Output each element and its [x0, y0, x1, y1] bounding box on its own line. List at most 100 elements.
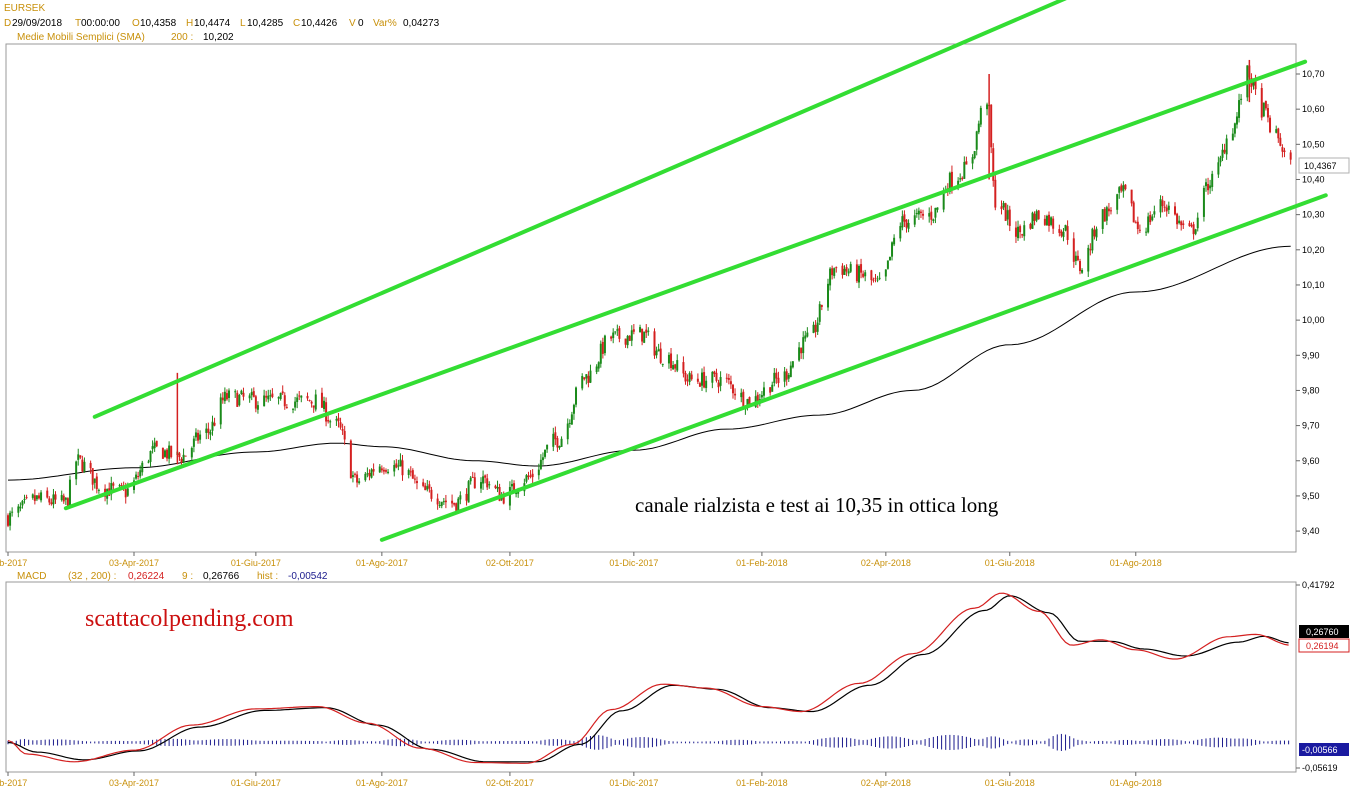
- candle: [54, 491, 57, 504]
- candle: [961, 176, 964, 181]
- candle: [994, 174, 997, 211]
- candle: [804, 330, 807, 342]
- candle: [21, 500, 24, 509]
- candle: [62, 493, 65, 504]
- candle: [1076, 250, 1079, 262]
- macd-panel-frame: [5, 581, 1297, 773]
- candle: [48, 496, 51, 506]
- histogram-layer: [7, 733, 1290, 751]
- candle: [546, 444, 549, 453]
- channel-line-middle: [63, 59, 1308, 511]
- candle: [595, 364, 598, 375]
- price-ytick-label: 9,80: [1302, 385, 1320, 395]
- candle: [529, 470, 532, 479]
- candle: [399, 453, 402, 467]
- candle: [1138, 224, 1141, 234]
- candle: [711, 371, 714, 389]
- candle: [1145, 227, 1148, 236]
- candle: [630, 325, 633, 347]
- candle: [426, 479, 429, 492]
- candle: [835, 266, 838, 273]
- candle: [219, 393, 222, 429]
- candle: [236, 390, 239, 408]
- candle: [91, 468, 94, 491]
- candle: [473, 472, 476, 489]
- candle: [358, 478, 361, 485]
- macd-xtick-label: 01-Giu-2018: [985, 778, 1035, 788]
- candle: [384, 468, 387, 474]
- candle: [161, 447, 164, 459]
- candle: [33, 489, 36, 505]
- candle: [862, 270, 865, 279]
- candle: [60, 490, 63, 502]
- candle: [11, 507, 14, 517]
- candle: [1289, 150, 1292, 165]
- candle: [537, 463, 540, 480]
- candle: [742, 389, 745, 409]
- candle: [1124, 184, 1127, 191]
- candle: [64, 497, 67, 505]
- candle: [903, 210, 906, 227]
- candle: [285, 403, 288, 409]
- volume-value: 0: [358, 18, 364, 29]
- candle: [1151, 214, 1154, 222]
- candle: [254, 394, 257, 413]
- close-key: C: [293, 18, 300, 29]
- candle: [494, 484, 497, 490]
- candle: [238, 393, 241, 407]
- macd-xtick-label: 01-Dic-2017: [609, 778, 658, 788]
- candle: [1221, 143, 1224, 162]
- candle: [281, 385, 284, 395]
- candle: [1240, 94, 1243, 105]
- price-ytick-label: 10,50: [1302, 139, 1325, 149]
- candle: [395, 459, 398, 469]
- candle: [1182, 220, 1185, 229]
- candle: [194, 428, 197, 441]
- candle: [1006, 204, 1009, 226]
- candle: [52, 488, 55, 509]
- candle: [234, 389, 237, 398]
- candle: [1066, 220, 1069, 245]
- date-key: D: [4, 18, 11, 29]
- candle: [283, 392, 286, 410]
- candle: [1031, 211, 1034, 230]
- price-xtick-label: Feb-2017: [0, 558, 27, 568]
- candle: [1231, 128, 1234, 141]
- candle: [393, 460, 396, 477]
- candle: [936, 207, 939, 213]
- candle: [1149, 211, 1152, 225]
- candle: [1130, 189, 1133, 207]
- candle: [1093, 225, 1096, 240]
- candle: [1161, 195, 1164, 213]
- candle: [409, 466, 412, 477]
- candle: [428, 480, 431, 493]
- candle: [37, 492, 40, 500]
- candle: [841, 263, 844, 279]
- candle: [163, 449, 166, 458]
- candle: [932, 218, 935, 224]
- candle: [178, 451, 181, 461]
- candle: [827, 278, 830, 311]
- macd-value: 0,26224: [128, 571, 165, 582]
- candle: [670, 347, 673, 371]
- candle: [364, 472, 367, 482]
- candle: [1209, 179, 1212, 194]
- candle: [23, 494, 26, 504]
- candle: [277, 396, 280, 405]
- candle: [68, 475, 71, 509]
- price-ytick-label: 10,30: [1302, 210, 1325, 220]
- candle: [1023, 220, 1026, 241]
- candle: [110, 476, 113, 501]
- macd-ytick-label: 0,41792: [1302, 580, 1335, 590]
- candle: [397, 459, 400, 471]
- candle: [265, 390, 268, 402]
- candle: [688, 371, 691, 386]
- candle: [624, 338, 627, 348]
- candle: [312, 405, 315, 413]
- candle: [1060, 229, 1063, 238]
- price-ytick-label: 9,90: [1302, 350, 1320, 360]
- candle: [643, 331, 646, 344]
- hist-label: hist :: [257, 571, 278, 582]
- candle: [325, 397, 328, 427]
